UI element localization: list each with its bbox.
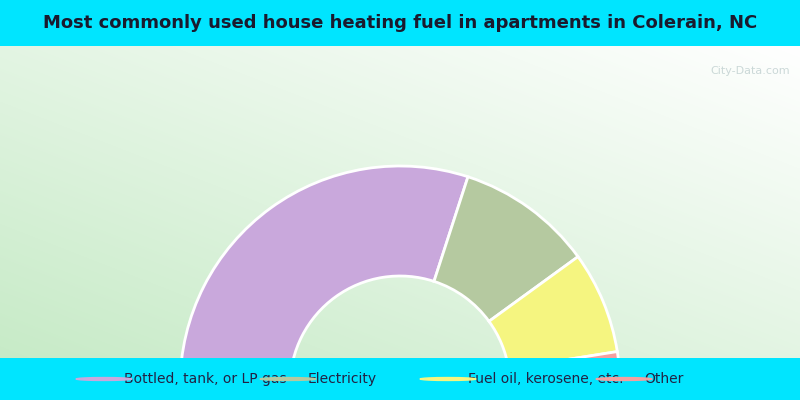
Text: Electricity: Electricity	[308, 372, 377, 386]
Circle shape	[76, 378, 132, 380]
Text: Bottled, tank, or LP gas: Bottled, tank, or LP gas	[124, 372, 286, 386]
Text: Most commonly used house heating fuel in apartments in Colerain, NC: Most commonly used house heating fuel in…	[43, 14, 757, 32]
Wedge shape	[509, 352, 620, 386]
Circle shape	[420, 378, 476, 380]
Text: Fuel oil, kerosene, etc.: Fuel oil, kerosene, etc.	[468, 372, 623, 386]
Wedge shape	[434, 177, 578, 321]
Text: Other: Other	[644, 372, 683, 386]
Wedge shape	[180, 166, 468, 386]
Circle shape	[596, 378, 652, 380]
Text: City-Data.com: City-Data.com	[710, 66, 790, 76]
Circle shape	[260, 378, 316, 380]
Wedge shape	[489, 257, 618, 369]
